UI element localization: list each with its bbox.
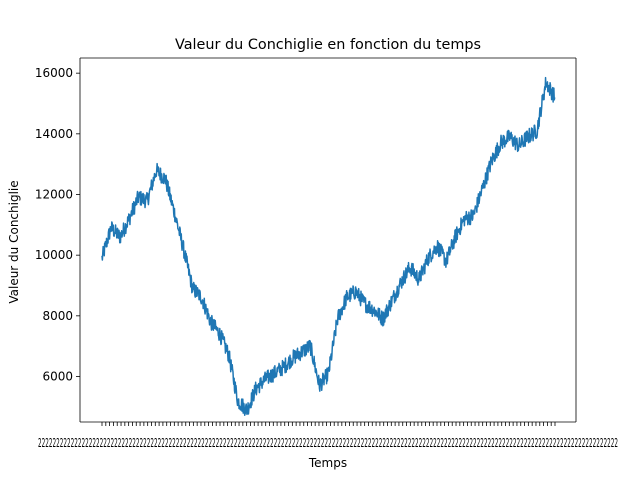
y-axis-label: Valeur du Conchiglie — [7, 180, 21, 303]
series-line — [101, 76, 556, 417]
y-tick-label: 12000 — [35, 188, 73, 202]
x-tick-labels: 2222222222222222222222222222222222222222… — [38, 436, 618, 450]
y-tick-label: 10000 — [35, 248, 73, 262]
y-tick-label: 6000 — [42, 370, 73, 384]
y-tick-label: 8000 — [42, 309, 73, 323]
y-tick-label: 14000 — [35, 127, 73, 141]
y-tick-label: 16000 — [35, 66, 73, 80]
plot-area: 6000 8000 10000 12000 14000 16000 222222222222… — [35, 57, 618, 450]
x-axis-label: Temps — [308, 456, 347, 470]
chart-title: Valeur du Conchiglie en fonction du temp… — [175, 37, 481, 53]
